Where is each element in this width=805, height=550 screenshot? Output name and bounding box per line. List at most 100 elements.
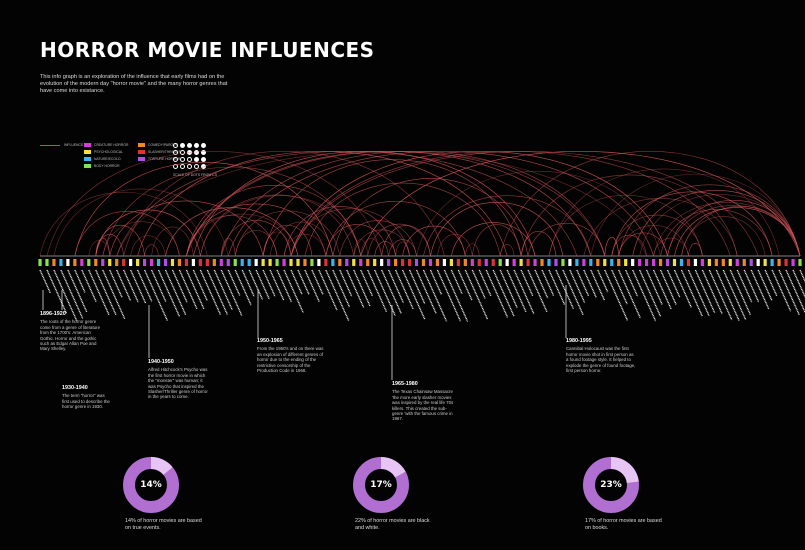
- period-annotation: 1950-1965 From the 1950's and on there wa…: [257, 338, 327, 374]
- influence-arc: [681, 216, 766, 257]
- film-title: [555, 269, 574, 309]
- film-title: [367, 269, 388, 312]
- legend-genre-label: TORTURE HORROR: [148, 157, 181, 161]
- influence-arc: [430, 202, 564, 257]
- film-marker: [721, 259, 725, 266]
- film-marker: [631, 259, 635, 266]
- film-marker: [693, 259, 698, 266]
- film-marker: [442, 259, 447, 266]
- period-text: From the 1950's and on there was an expl…: [257, 346, 324, 374]
- film-title: [255, 269, 270, 300]
- film-title: [353, 269, 371, 307]
- film-marker: [603, 259, 607, 266]
- donut-segment: [353, 457, 409, 513]
- film-title: [192, 269, 208, 302]
- film-title: [234, 269, 252, 306]
- film-title: [729, 269, 751, 315]
- film-title: [478, 269, 492, 297]
- film-title: [74, 269, 86, 293]
- film-marker: [491, 259, 495, 266]
- period-years: 1940-1950: [148, 359, 174, 365]
- film-title: [638, 269, 662, 318]
- influence-arc: [402, 225, 466, 257]
- film-title: [318, 269, 338, 311]
- film-marker: [505, 259, 509, 266]
- legend-genre-item: CREATURE HORROR: [84, 143, 144, 148]
- influence-arc: [339, 220, 417, 257]
- film-marker: [575, 259, 579, 266]
- film-title: [429, 269, 443, 296]
- film-title: [150, 269, 167, 302]
- film-title: [53, 269, 78, 321]
- film-marker: [763, 259, 767, 266]
- donut-percent-label: 14%: [140, 480, 162, 490]
- film-title: [436, 269, 462, 322]
- film-marker: [568, 259, 572, 266]
- donut-segment: [583, 457, 639, 513]
- film-marker: [366, 259, 370, 266]
- film-title: [715, 269, 740, 322]
- film-title: [262, 269, 276, 297]
- film-marker: [784, 259, 788, 266]
- film-marker: [463, 259, 467, 266]
- film-marker: [136, 259, 140, 266]
- period-text: Cannibal Holocaust was the first horror …: [566, 346, 636, 374]
- influence-arc: [688, 243, 703, 257]
- stat-caption: 17% of horror movies are based on books.: [585, 518, 662, 531]
- legend-genre-item: SLASHER/THRILLER: [138, 150, 198, 155]
- film-title: [123, 269, 139, 303]
- influence-arc: [471, 224, 522, 257]
- scale-dot: [194, 150, 199, 155]
- film-marker: [700, 259, 704, 266]
- film-marker: [686, 259, 691, 266]
- film-marker: [714, 259, 718, 266]
- film-title: [227, 269, 241, 296]
- film-marker: [310, 259, 314, 266]
- film-title: [632, 269, 657, 322]
- film-marker: [240, 259, 244, 266]
- period-annotation: 1930-1940 The term "horror" was first use…: [62, 385, 112, 410]
- influence-arc: [123, 150, 445, 257]
- film-marker: [303, 259, 307, 266]
- influence-arc: [234, 230, 278, 257]
- film-title: [520, 269, 534, 297]
- influence-arc: [144, 244, 159, 257]
- influence-arc: [74, 161, 334, 257]
- film-title: [387, 269, 404, 303]
- film-title: [457, 269, 473, 301]
- period-years: 1930-1940: [62, 385, 88, 391]
- influence-arc: [395, 241, 410, 257]
- film-marker: [651, 259, 656, 266]
- film-marker: [149, 259, 154, 266]
- influence-arc: [74, 211, 180, 257]
- film-title: [276, 269, 293, 303]
- film-marker: [324, 259, 328, 266]
- film-title: [471, 269, 486, 299]
- film-title: [213, 269, 233, 311]
- legend-genre-label: CREATURE HORROR: [94, 143, 129, 147]
- film-title: [694, 269, 716, 314]
- film-title: [764, 269, 778, 297]
- film-title: [95, 269, 117, 316]
- film-marker: [233, 259, 237, 266]
- film-marker: [289, 259, 293, 266]
- film-title: [722, 269, 747, 321]
- film-marker: [170, 259, 175, 266]
- influence-arc: [95, 209, 201, 257]
- film-marker: [484, 259, 488, 266]
- legend-swatch: [138, 150, 145, 155]
- influence-arc: [360, 150, 801, 257]
- film-marker: [777, 259, 781, 266]
- scale-dot: [187, 164, 192, 169]
- film-title: [792, 269, 805, 299]
- film-title: [401, 269, 426, 320]
- legend-genre-label: BODY HORROR: [94, 164, 120, 168]
- film-marker: [526, 259, 530, 266]
- film-title: [541, 269, 555, 296]
- film-title: [339, 269, 353, 297]
- film-title: [597, 269, 609, 293]
- film-marker: [728, 259, 732, 266]
- film-marker: [142, 259, 147, 266]
- influence-arc: [360, 238, 382, 257]
- film-marker: [177, 259, 182, 266]
